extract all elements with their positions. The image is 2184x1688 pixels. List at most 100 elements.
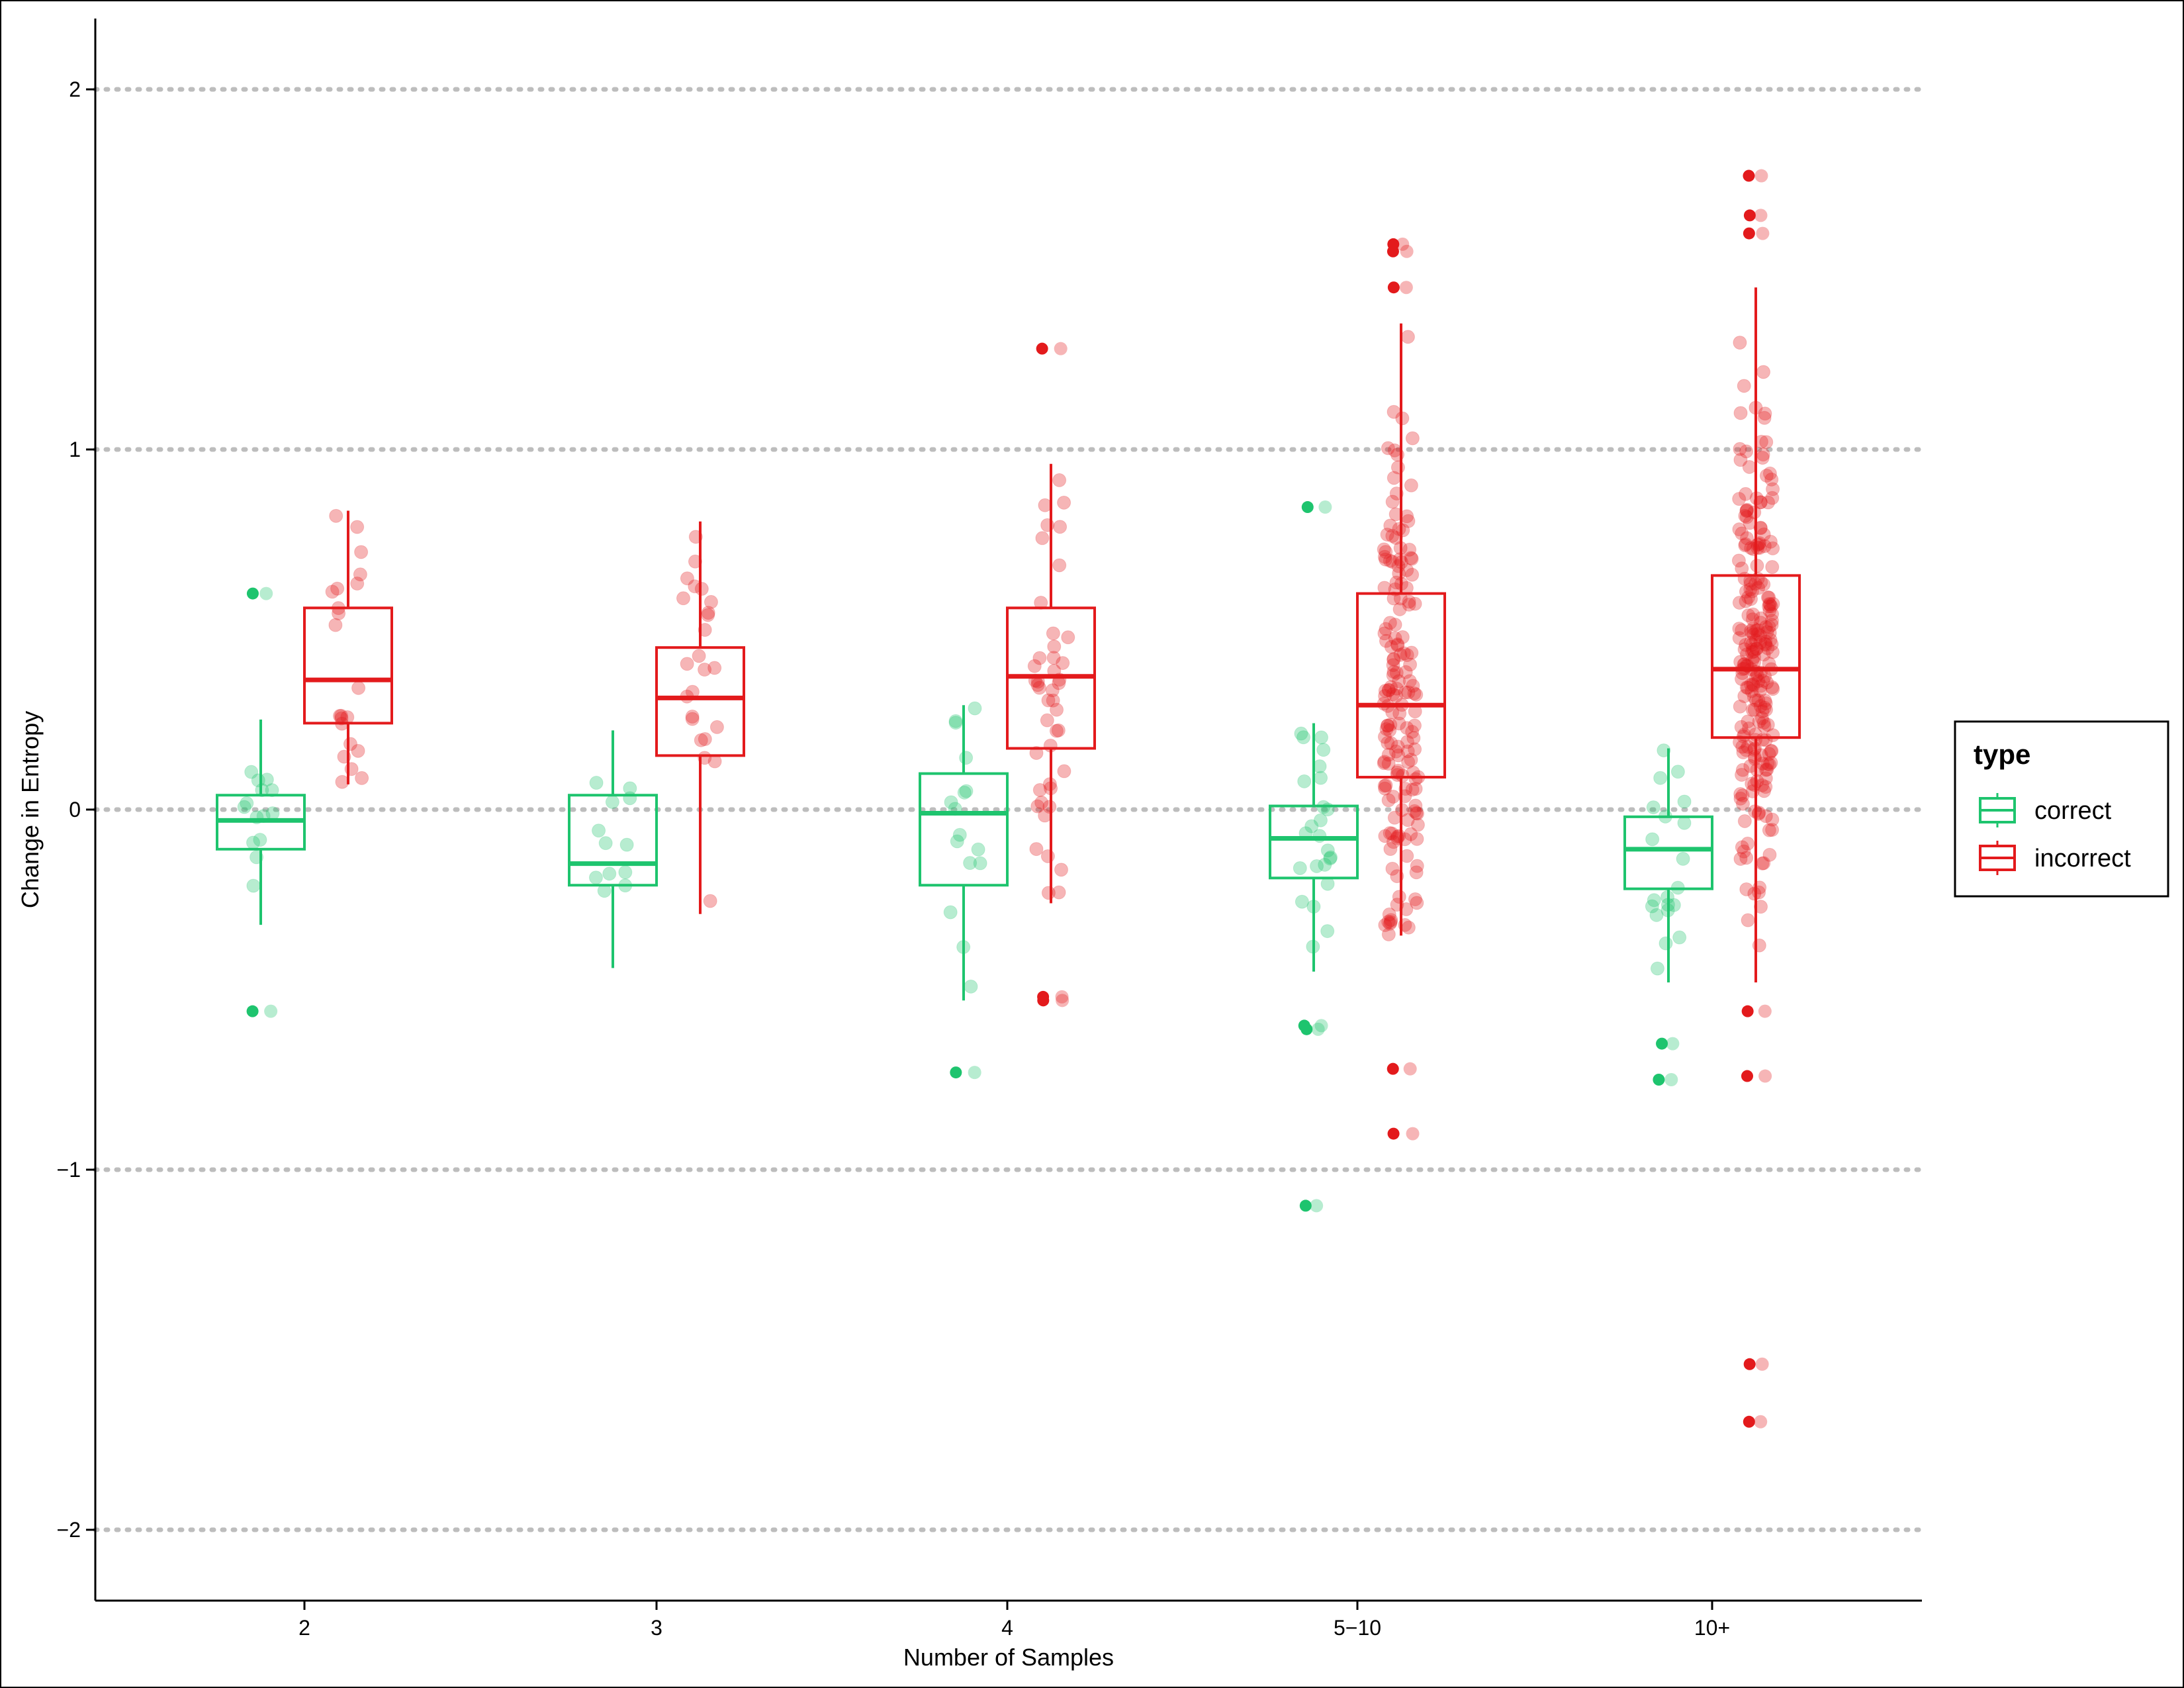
jitter-point	[1765, 680, 1780, 694]
jitter-point	[1753, 635, 1768, 650]
box-iqr	[1269, 804, 1359, 880]
jitter-point	[1757, 700, 1772, 715]
jitter-point	[1389, 688, 1404, 703]
jitter-point	[1749, 693, 1763, 708]
jitter-point	[680, 571, 694, 586]
jitter-point	[1747, 778, 1762, 792]
jitter-point	[1408, 892, 1422, 906]
jitter-point	[1404, 551, 1418, 565]
box-iqr	[303, 606, 393, 725]
jitter-point	[1756, 716, 1771, 730]
jitter-point	[688, 554, 702, 569]
jitter-point	[1755, 856, 1770, 870]
jitter-point	[1405, 782, 1420, 797]
jitter-point	[1381, 682, 1396, 697]
jitter-point	[1739, 503, 1754, 518]
jitter-point	[1666, 1037, 1680, 1051]
jitter-point	[1296, 730, 1310, 745]
jitter-point	[1384, 736, 1398, 751]
jitter-point	[1400, 330, 1415, 344]
jitter-point	[1744, 624, 1758, 638]
jitter-point	[1390, 638, 1405, 653]
jitter-point	[1754, 900, 1768, 914]
jitter-point	[1758, 763, 1773, 777]
jitter-point	[1758, 780, 1773, 794]
jitter-point	[1404, 551, 1419, 566]
jitter-point	[1378, 688, 1392, 703]
jitter-point	[692, 649, 706, 663]
jitter-point	[1388, 531, 1403, 545]
jitter-point	[1040, 713, 1054, 727]
legend-title: type	[1974, 739, 2030, 770]
jitter-point	[1392, 890, 1406, 904]
box-iqr	[1356, 592, 1446, 779]
jitter-point	[1747, 505, 1762, 520]
jitter-point	[1753, 699, 1768, 714]
x-tick-label: 4	[1001, 1616, 1013, 1640]
jitter-point	[1409, 687, 1424, 702]
jitter-point	[350, 577, 365, 591]
jitter-point	[1040, 849, 1055, 863]
outlier-point	[1300, 1023, 1313, 1035]
jitter-point	[1755, 451, 1770, 465]
box-iqr	[1711, 574, 1801, 739]
jitter-point	[351, 680, 366, 695]
jitter-point	[959, 751, 974, 765]
jitter-point	[1410, 831, 1424, 846]
jitter-point	[1743, 635, 1758, 650]
jitter-point	[1381, 915, 1396, 929]
jitter-point	[1646, 800, 1661, 815]
jitter-point	[1747, 644, 1761, 659]
jitter-point	[1410, 806, 1425, 821]
jitter-point	[265, 783, 279, 798]
jitter-point	[1404, 478, 1418, 492]
jitter-point	[1743, 582, 1758, 596]
jitter-point	[1762, 823, 1776, 837]
jitter-point	[1739, 487, 1753, 501]
jitter-point	[265, 806, 280, 821]
jitter-point	[343, 737, 357, 751]
jitter-point	[948, 714, 963, 728]
jitter-point	[1385, 529, 1400, 543]
jitter-point	[1404, 827, 1418, 841]
jitter-point	[1032, 782, 1047, 797]
jitter-point	[1386, 687, 1400, 702]
jitter-point	[1381, 927, 1396, 942]
y-tick-label: −1	[57, 1158, 81, 1182]
jitter-point	[1753, 521, 1768, 536]
jitter-point	[355, 771, 369, 785]
jitter-point	[1739, 510, 1754, 524]
jitter-point	[1401, 685, 1416, 700]
outlier-point	[1743, 209, 1756, 222]
jitter-point	[1311, 1022, 1325, 1036]
jitter-point	[1758, 1069, 1772, 1083]
jitter-point	[964, 979, 978, 994]
jitter-point	[1741, 590, 1756, 604]
jitter-point	[698, 663, 712, 677]
jitter-point	[707, 661, 722, 675]
jitter-point	[1733, 336, 1747, 350]
jitter-point	[1760, 718, 1775, 732]
jitter-point	[685, 710, 700, 724]
jitter-point	[1378, 781, 1392, 796]
y-tick-label: 2	[69, 77, 81, 101]
jitter-point	[1395, 630, 1410, 644]
jitter-point	[1756, 365, 1770, 379]
jitter-point	[1400, 721, 1414, 735]
jitter-point	[1733, 699, 1747, 714]
jitter-point	[1387, 471, 1401, 485]
jitter-point	[1385, 555, 1400, 569]
jitter-point	[1766, 482, 1780, 496]
jitter-point	[351, 743, 365, 758]
jitter-point	[1029, 842, 1044, 857]
legend: type correct incorrect	[1954, 720, 2169, 898]
jitter-point	[1741, 680, 1755, 695]
jitter-point	[1749, 633, 1763, 648]
jitter-point	[1739, 647, 1754, 662]
jitter-point	[1764, 614, 1779, 628]
jitter-point	[1396, 646, 1411, 661]
jitter-point	[1736, 745, 1751, 760]
jitter-point	[589, 776, 604, 790]
jitter-point	[1735, 796, 1750, 811]
jitter-point	[1739, 537, 1753, 551]
